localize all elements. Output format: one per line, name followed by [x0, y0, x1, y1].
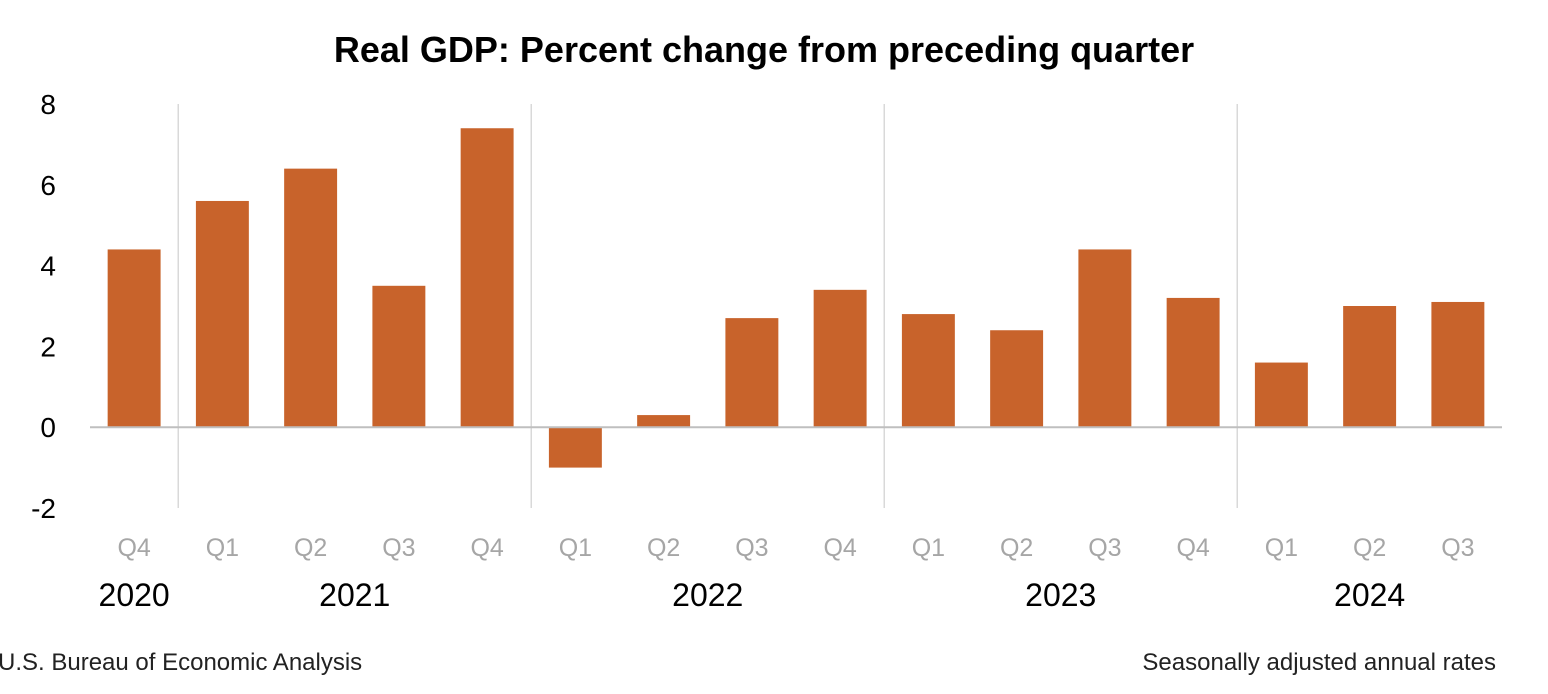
year-label: 2021 [319, 577, 390, 613]
x-tick-label: Q3 [1088, 534, 1121, 562]
x-tick-label: Q1 [559, 534, 592, 562]
y-tick-label: -2 [31, 493, 56, 524]
x-tick-label: Q4 [823, 534, 856, 562]
y-tick-label: 8 [40, 89, 56, 120]
x-tick-label: Q2 [1353, 534, 1386, 562]
bar [1254, 362, 1308, 428]
year-label: 2024 [1334, 577, 1405, 613]
x-tick-label: Q2 [1000, 534, 1033, 562]
y-tick-label: 6 [40, 170, 56, 201]
x-tick-label: Q1 [206, 534, 239, 562]
x-axis-year-labels: 2020 2021 2022 2023 2024 [99, 577, 1406, 613]
bar [1343, 306, 1397, 428]
bar [901, 314, 955, 428]
y-tick-label: 0 [40, 412, 56, 443]
bar [1431, 301, 1485, 428]
x-tick-label: Q4 [1176, 534, 1209, 562]
chart-title: Real GDP: Percent change from preceding … [334, 29, 1194, 70]
bar [990, 330, 1044, 428]
bar [195, 200, 249, 428]
bar [460, 128, 514, 428]
bar [284, 168, 338, 428]
x-tick-label: Q3 [382, 534, 415, 562]
x-tick-label: Q3 [735, 534, 768, 562]
year-separators [177, 104, 1238, 508]
y-tick-label: 4 [40, 251, 56, 282]
bar [1166, 297, 1220, 428]
bar [813, 289, 867, 428]
y-tick-label: 2 [40, 331, 56, 362]
year-label: 2023 [1025, 577, 1096, 613]
y-axis-ticks: 8 6 4 2 0 -2 [31, 89, 56, 524]
x-tick-label: Q4 [470, 534, 503, 562]
bar [1078, 249, 1132, 428]
bars [107, 128, 1485, 468]
x-tick-label: Q2 [647, 534, 680, 562]
bar [637, 415, 691, 428]
bar [372, 285, 426, 428]
source-note: U.S. Bureau of Economic Analysis [0, 649, 362, 676]
bar [548, 427, 602, 468]
bar [725, 318, 779, 428]
x-axis-quarter-labels: Q4 Q1 Q2 Q3 Q4 Q1 Q2 Q3 Q4 Q1 Q2 Q3 Q4 Q1 Q2 Q3 [117, 534, 1474, 562]
year-label: 2022 [672, 577, 743, 613]
year-label: 2020 [99, 577, 170, 613]
x-tick-label: Q2 [294, 534, 327, 562]
x-tick-label: Q1 [912, 534, 945, 562]
bar [107, 249, 161, 428]
x-tick-label: Q4 [117, 534, 150, 562]
x-tick-label: Q1 [1265, 534, 1298, 562]
x-tick-label: Q3 [1441, 534, 1474, 562]
rate-note: Seasonally adjusted annual rates [1142, 649, 1496, 676]
